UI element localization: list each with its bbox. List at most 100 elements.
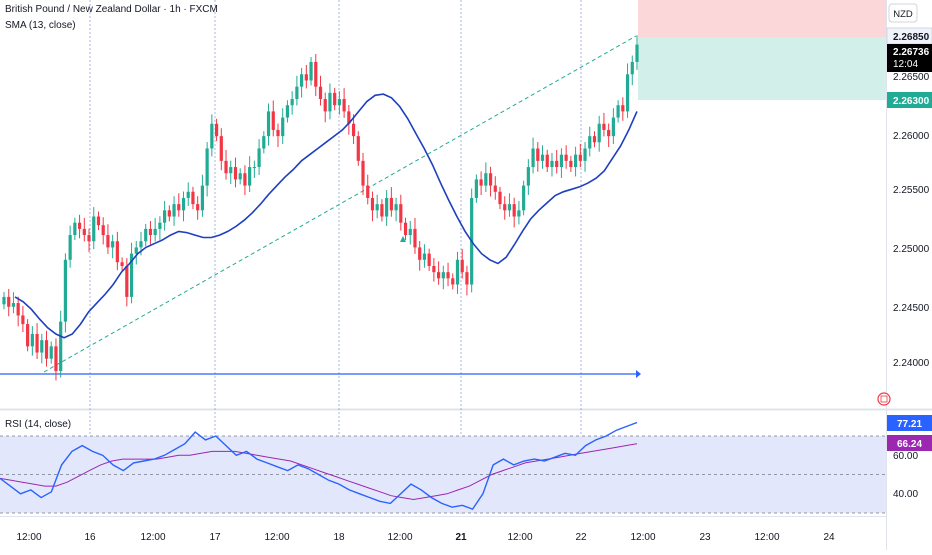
candle-body	[11, 303, 16, 307]
candle-body	[63, 259, 68, 322]
candle-body	[44, 340, 49, 359]
candle-body	[522, 185, 526, 211]
candle-body	[115, 241, 119, 263]
candle-body	[588, 136, 592, 149]
candle-body	[26, 324, 30, 347]
price-tick: 2.25000	[893, 244, 930, 255]
time-label: 22	[575, 532, 587, 543]
symbol-title[interactable]: British Pound / New Zealand Dollar · 1h …	[5, 4, 218, 15]
candle-body	[214, 123, 219, 137]
day-separators	[89, 0, 582, 516]
candle-body	[479, 179, 483, 186]
rsi-ma-label: 66.24	[897, 439, 922, 450]
candle-body	[474, 179, 478, 198]
candle-body	[361, 160, 365, 186]
candle-body	[436, 272, 441, 279]
candle-body	[569, 160, 573, 168]
candle-body	[129, 253, 134, 297]
candle-body	[460, 259, 464, 273]
candle-body	[134, 247, 138, 254]
countdown-label: 12:04	[893, 59, 918, 70]
candle-body	[219, 136, 223, 161]
candle-body	[540, 154, 545, 161]
candle-body	[389, 197, 393, 211]
candle-body	[276, 129, 280, 137]
candle-body	[266, 111, 271, 137]
candle-body	[158, 222, 162, 229]
candle-body	[630, 61, 634, 75]
rsi-indicator-label[interactable]: RSI (14, close)	[5, 419, 72, 430]
candle-body	[337, 99, 341, 106]
candle-body	[399, 204, 403, 223]
candle-body	[545, 154, 549, 168]
dashed-trend-line[interactable]	[43, 35, 637, 373]
candle-body	[418, 247, 422, 260]
price-axis-ticks: 2.26500 2.26000 2.25500 2.25000 2.24500 …	[893, 72, 930, 369]
candle-body	[536, 148, 540, 161]
candle-body	[248, 167, 252, 186]
candle-body	[380, 204, 384, 217]
candle-body	[531, 148, 535, 168]
candle-body	[120, 262, 124, 266]
rsi-ma-badge	[887, 435, 932, 451]
candle-body	[271, 111, 275, 130]
candle-body	[281, 117, 285, 137]
candle-body	[550, 160, 554, 168]
candle-body	[559, 154, 564, 168]
alert-icon[interactable]	[877, 392, 891, 406]
candle-body	[573, 154, 578, 168]
take-profit-zone[interactable]	[638, 37, 886, 100]
candle-body	[366, 185, 370, 198]
candle-body	[333, 92, 337, 106]
rsi-value-badge	[887, 415, 932, 431]
candle-body	[356, 136, 360, 161]
candle-body	[507, 204, 512, 211]
candle-body	[607, 129, 611, 137]
candle-body	[441, 272, 445, 279]
price-tick: 2.26000	[893, 131, 930, 142]
candle-body	[503, 204, 507, 211]
candle-body	[583, 148, 587, 161]
price-tick: 2.26500	[893, 72, 930, 83]
candle-body	[181, 197, 186, 211]
candlestick-series	[2, 35, 639, 381]
candle-body	[205, 148, 209, 186]
candle-body	[54, 346, 58, 372]
time-label: 12:00	[264, 532, 289, 543]
currency-button[interactable]	[888, 3, 918, 23]
candle-body	[413, 228, 417, 248]
candle-body	[616, 105, 620, 118]
candle-body	[465, 272, 469, 285]
candle-body	[408, 228, 412, 236]
candle-body	[7, 296, 11, 307]
candle-body	[304, 74, 308, 81]
candle-body	[196, 204, 200, 211]
time-axis[interactable]: 12:00 16 12:00 17 12:00 18 12:00 21 12:0…	[16, 532, 835, 543]
buy-signal-icon	[400, 236, 406, 242]
stop-loss-zone[interactable]	[638, 0, 886, 37]
candle-body	[578, 154, 582, 161]
sma-indicator-label[interactable]: SMA (13, close)	[5, 20, 76, 31]
candle-body	[611, 117, 615, 137]
candle-body	[191, 191, 195, 205]
candle-body	[148, 228, 153, 236]
candle-body	[318, 86, 323, 100]
candle-body	[592, 136, 597, 143]
candle-body	[351, 123, 356, 137]
candle-body	[262, 136, 266, 149]
candle-body	[73, 222, 77, 236]
candle-body	[498, 191, 502, 205]
candle-body	[347, 111, 351, 124]
candle-body	[101, 225, 105, 236]
price-tick: 2.24500	[893, 303, 930, 314]
candle-body	[290, 99, 294, 106]
candle-body	[446, 272, 450, 279]
candle-body	[314, 61, 318, 87]
rsi-tick: 60.00	[893, 451, 918, 462]
last-price-badge	[887, 44, 932, 72]
candle-body	[394, 204, 398, 211]
candle-body	[238, 173, 242, 180]
candle-body	[625, 74, 630, 112]
candle-body	[210, 123, 214, 149]
